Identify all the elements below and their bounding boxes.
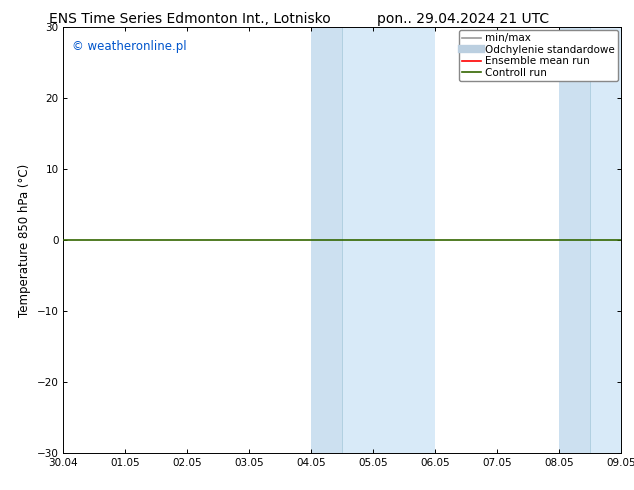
Bar xyxy=(559,27,590,453)
Bar xyxy=(342,27,436,453)
Text: ENS Time Series Edmonton Int., Lotnisko: ENS Time Series Edmonton Int., Lotnisko xyxy=(49,12,331,26)
Y-axis label: Temperature 850 hPa (°C): Temperature 850 hPa (°C) xyxy=(18,164,31,317)
Bar xyxy=(311,27,342,453)
Bar xyxy=(590,27,634,453)
Text: © weatheronline.pl: © weatheronline.pl xyxy=(72,40,186,53)
Legend: min/max, Odchylenie standardowe, Ensemble mean run, Controll run: min/max, Odchylenie standardowe, Ensembl… xyxy=(459,30,618,81)
Text: pon.. 29.04.2024 21 UTC: pon.. 29.04.2024 21 UTC xyxy=(377,12,549,26)
